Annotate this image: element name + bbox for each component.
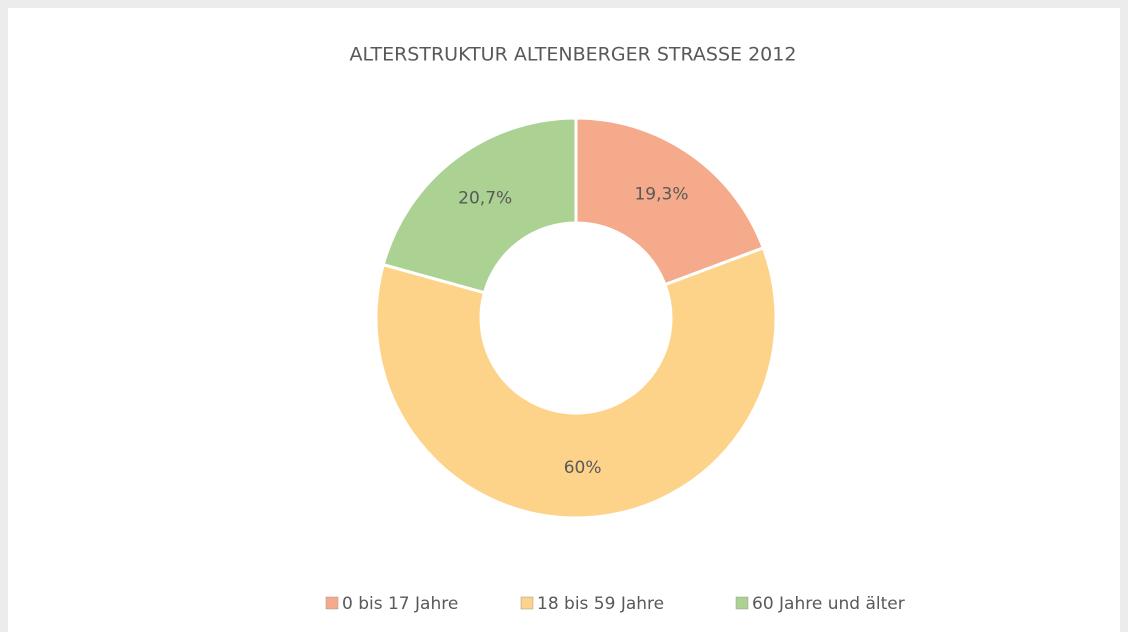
- legend-label: 60 Jahre und älter: [752, 594, 905, 614]
- donut-slice: [574, 116, 766, 287]
- donut-slice: [381, 116, 578, 295]
- legend-swatch: [520, 596, 534, 610]
- data-label: 19,3%: [634, 185, 688, 205]
- legend-swatch: [325, 596, 339, 610]
- donut-slice: [374, 245, 778, 520]
- data-label: 60%: [564, 458, 602, 478]
- legend-label: 18 bis 59 Jahre: [537, 594, 664, 614]
- legend-swatch: [735, 596, 749, 610]
- chart-area: [8, 8, 1120, 632]
- chart-title: ALTERSTRUKTUR ALTENBERGER STRASSE 2012: [350, 44, 797, 66]
- data-label: 20,7%: [458, 189, 512, 209]
- legend-label: 0 bis 17 Jahre: [342, 594, 458, 614]
